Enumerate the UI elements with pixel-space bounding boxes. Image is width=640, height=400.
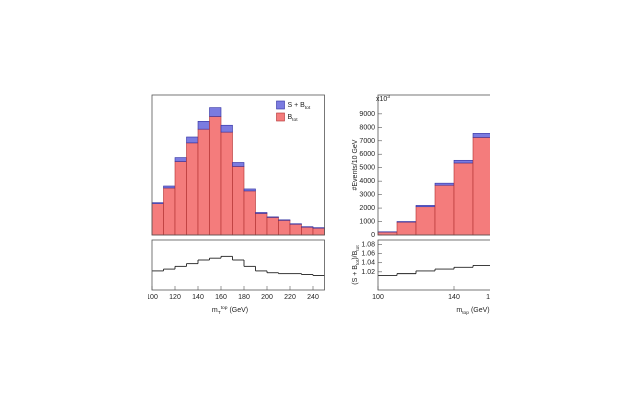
histogram-bar — [453, 162, 474, 236]
plot-frame — [151, 239, 325, 291]
histogram-bar — [186, 136, 199, 144]
histogram-bar — [220, 131, 233, 236]
x-tick-label: 160 — [486, 294, 498, 301]
y-tick-label: 3000 — [359, 191, 375, 198]
legend-swatch — [276, 112, 285, 122]
x-tick-label: 160 — [215, 294, 227, 301]
legend-swatch — [276, 100, 285, 110]
legend-label: S + Btot — [288, 102, 311, 111]
histogram-bar — [396, 221, 417, 223]
histogram-bar — [232, 162, 245, 167]
plot-frame — [377, 239, 490, 291]
histogram-bar — [197, 128, 210, 236]
y-tick-label: 4000 — [359, 178, 375, 185]
plot-frame — [377, 94, 490, 236]
y-tick-label: 0 — [371, 232, 375, 239]
histogram-bar — [151, 202, 164, 204]
x-tick-label: 220 — [284, 294, 296, 301]
right-panel: 0 1000 2000 3000 4000 5000 6000 7000 8000 9000 #Ev… — [352, 94, 498, 316]
histogram-bar — [434, 184, 455, 236]
legend-label: Btot — [288, 114, 299, 123]
x-tick-label: 140 — [448, 294, 460, 301]
y-axis-label: (S + Btot)/Btot — [352, 245, 361, 285]
histogram-bar — [197, 121, 210, 130]
x-tick-label: 100 — [372, 294, 384, 301]
histogram-bar — [301, 226, 314, 236]
y-tick-label: 1.06 — [361, 250, 375, 257]
histogram-bar — [472, 133, 490, 138]
histogram-bar — [209, 107, 222, 117]
x-tick-label: 180 — [238, 294, 250, 301]
histogram-bar — [163, 187, 176, 236]
histogram-bar — [186, 142, 199, 236]
y-tick-label: 1.08 — [361, 241, 375, 248]
histogram-bar — [289, 223, 302, 236]
histogram-bar — [396, 221, 417, 236]
histogram-bar — [415, 205, 436, 208]
x-tick-label: 120 — [169, 294, 181, 301]
histogram-bar — [220, 124, 233, 133]
histogram-bar — [255, 212, 268, 214]
histogram-bar — [472, 137, 490, 236]
y-tick-label: 2000 — [359, 205, 375, 212]
y-multiplier: x103 — [376, 94, 390, 103]
histogram-bar — [255, 213, 268, 236]
plot-frame — [151, 94, 325, 236]
histogram-bar — [163, 185, 176, 189]
histogram-bar — [243, 190, 256, 236]
y-tick-label: 8000 — [359, 124, 375, 131]
histogram-bar — [377, 231, 398, 236]
y-tick-label: 1000 — [359, 218, 375, 225]
left-panel: S + Btot Btot 100 120 140 160 180 200 220 240 mTto… — [146, 94, 325, 316]
y-axis-label: #Events/10 GeV — [352, 139, 359, 190]
histogram-bar — [174, 161, 187, 236]
histogram-bar — [232, 166, 245, 236]
y-tick-label: 1.04 — [361, 260, 375, 267]
x-tick-label: 100 — [146, 294, 158, 301]
y-tick-label: 9000 — [359, 111, 375, 118]
histogram-bar — [278, 220, 291, 236]
histogram-bar — [266, 217, 279, 236]
histogram-bar — [174, 157, 187, 162]
y-tick-label: 5000 — [359, 165, 375, 172]
x-axis-label: mtop (GeV) — [456, 307, 489, 316]
histogram-bar — [243, 188, 256, 192]
y-tick-label: 6000 — [359, 151, 375, 158]
y-tick-label: 1.02 — [361, 269, 375, 276]
x-tick-label: 140 — [192, 294, 204, 301]
histogram-bar — [209, 116, 222, 236]
x-tick-label: 200 — [261, 294, 273, 301]
histogram-bar — [453, 159, 474, 164]
x-axis-label: mTtop (GeV) — [212, 305, 248, 316]
y-tick-label: 7000 — [359, 138, 375, 145]
histogram-bar — [415, 206, 436, 236]
histogram-bar — [151, 203, 164, 236]
x-tick-label: 240 — [307, 294, 319, 301]
histogram-bar — [434, 182, 455, 186]
histogram-bar — [312, 227, 325, 236]
